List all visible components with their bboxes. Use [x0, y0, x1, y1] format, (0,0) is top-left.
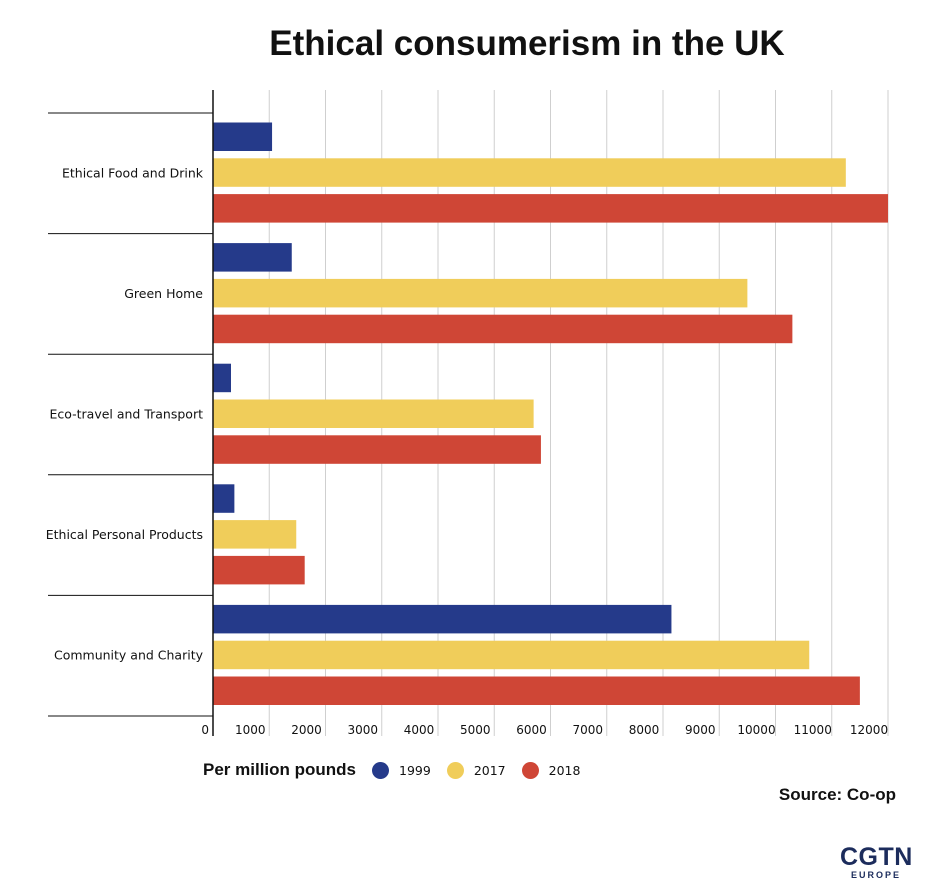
bar-1999-0 [213, 122, 273, 151]
legend-item-2017: 2017 [446, 761, 506, 779]
x-tick-label: 1000 [235, 723, 266, 737]
x-tick-labels: 0 1000 2000 3000 4000 5000 6000 7000 8000 9000 100… [201, 723, 888, 737]
legend-label-2017: 2017 [473, 762, 506, 778]
x-axis-label: Per million pounds [203, 760, 357, 779]
legend-item-2018: 2018 [521, 761, 581, 779]
x-tick-label: 5000 [460, 723, 491, 737]
legend-swatch-2017 [446, 761, 464, 779]
x-tick-label: 9000 [685, 723, 716, 737]
legend-item-1999: 1999 [372, 761, 431, 779]
x-tick-label: 0 [201, 723, 209, 737]
bar-1999-3 [213, 484, 235, 513]
category-labels: Ethical Food and Drink Green Home Eco-trav… [46, 165, 204, 662]
bar-2018-2 [213, 435, 541, 464]
bar-1999-2 [213, 363, 231, 393]
bars [213, 122, 888, 705]
x-tick-label: 4000 [404, 723, 435, 737]
category-label: Green Home [124, 286, 203, 301]
bar-2017-1 [213, 278, 748, 308]
bar-2018-3 [213, 555, 305, 585]
bar-2017-3 [213, 520, 297, 549]
x-tick-label: 6000 [516, 723, 547, 737]
logo-main-text: CGTN [840, 843, 913, 871]
bar-1999-1 [213, 243, 292, 272]
bar-2017-0 [213, 158, 846, 187]
category-label: Ethical Personal Products [46, 527, 203, 542]
bar-2018-0 [213, 194, 888, 223]
bar-2018-4 [213, 676, 860, 705]
legend-swatch-1999 [372, 761, 390, 779]
category-label: Community and Charity [54, 648, 204, 663]
legend-label-1999: 1999 [399, 762, 431, 778]
x-tick-label: 3000 [347, 723, 378, 737]
bar-2017-4 [213, 640, 810, 670]
category-label: Eco-travel and Transport [49, 407, 203, 422]
legend-label-2018: 2018 [548, 762, 581, 778]
bar-2018-1 [213, 314, 793, 344]
logo-sub-text: EUROPE [850, 870, 901, 880]
x-tick-label: 7000 [572, 723, 603, 737]
x-tick-label: 2000 [291, 723, 322, 737]
cgtn-europe-logo: CGTN EUROPE [840, 843, 913, 881]
bar-2017-2 [213, 399, 534, 428]
chart-title: Ethical consumerism in the UK [269, 24, 785, 63]
x-tick-label: 12000 [850, 723, 888, 737]
bar-1999-4 [213, 604, 672, 634]
category-label: Ethical Food and Drink [62, 165, 204, 180]
x-tick-label: 10000 [737, 723, 775, 737]
source-note: Source: Co-op [778, 785, 896, 804]
x-tick-label: 8000 [629, 723, 660, 737]
legend-swatch-2018 [521, 761, 539, 779]
category-separators [48, 112, 213, 717]
x-tick-label: 11000 [794, 723, 832, 737]
legend: Per million pounds 1999 2017 2018 [203, 760, 596, 780]
